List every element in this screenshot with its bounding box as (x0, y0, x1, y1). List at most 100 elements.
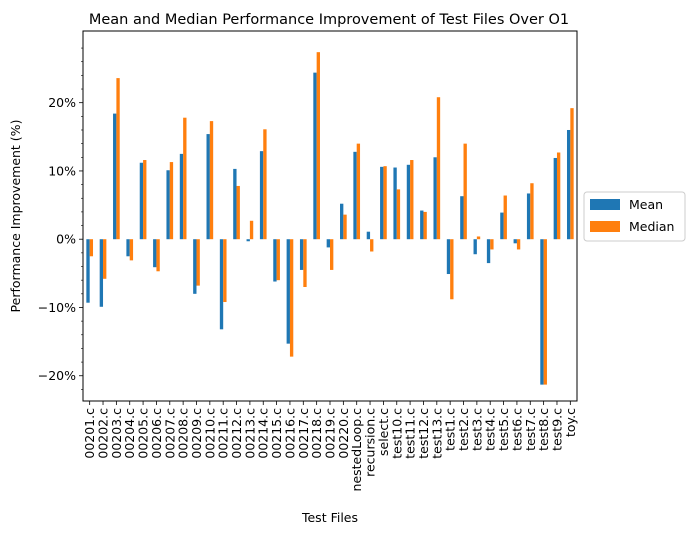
bar-mean-33 (526, 193, 531, 240)
x-axis: 00201.c00202.c00203.c00204.c00205.c00206… (82, 401, 578, 491)
bar-mean-14 (273, 239, 277, 282)
bar-median-17 (316, 52, 320, 240)
bar-median-24 (410, 160, 414, 240)
legend-median-label: Median (629, 219, 674, 234)
bar-mean-12 (246, 239, 250, 242)
bar-median-13 (263, 129, 267, 240)
x-tick-label: 00203.c (109, 408, 124, 459)
bar-mean-5 (153, 239, 157, 268)
legend-median-swatch (590, 221, 620, 232)
x-axis-label: Test Files (301, 510, 358, 525)
x-tick-label: 00217.c (296, 408, 311, 459)
bar-median-15 (289, 239, 294, 357)
bar-median-31 (503, 195, 507, 240)
bar-median-23 (396, 189, 401, 240)
bar-median-27 (450, 239, 454, 300)
x-tick-label: test3.c (469, 408, 484, 451)
bar-median-4 (143, 160, 147, 240)
bar-median-26 (436, 97, 441, 240)
bar-mean-11 (233, 168, 237, 240)
bar-median-1 (103, 239, 107, 279)
bar-median-12 (249, 220, 254, 240)
bar-mean-17 (313, 72, 317, 240)
x-tick-label: select.c (376, 408, 391, 456)
bar-median-32 (516, 239, 521, 250)
bar-mean-25 (420, 210, 424, 240)
y-axis-label: Performance Improvement (%) (8, 120, 23, 313)
bar-median-3 (129, 239, 134, 261)
bar-median-33 (530, 183, 534, 240)
bar-median-28 (463, 143, 467, 240)
bar-median-6 (169, 162, 174, 240)
x-tick-label: 00204.c (122, 408, 137, 459)
legend: Mean Median (583, 191, 686, 242)
x-tick-label: 00216.c (282, 408, 297, 459)
bar-median-8 (196, 239, 200, 286)
x-tick-label: nestedLoop.c (349, 408, 364, 492)
bar-median-0 (89, 239, 94, 257)
bar-mean-13 (259, 151, 264, 240)
bar-median-11 (236, 185, 240, 240)
bar-median-29 (476, 236, 481, 240)
x-tick-label: 00219.c (323, 408, 338, 459)
bar-mean-20 (353, 151, 357, 240)
bar-mean-24 (406, 164, 411, 240)
chart-title: Mean and Median Performance Improvement … (89, 12, 569, 28)
bar-mean-29 (473, 239, 477, 255)
bar-mean-6 (166, 170, 170, 240)
x-tick-label: test6.c (509, 408, 524, 451)
y-tick-label: 0% (56, 232, 76, 247)
x-tick-label: 00213.c (242, 408, 257, 459)
y-tick-label: 10% (48, 163, 76, 178)
x-tick-label: recursion.c (363, 408, 378, 477)
bar-median-36 (570, 108, 574, 240)
x-tick-label: 00214.c (256, 408, 271, 459)
x-tick-label: test7.c (523, 408, 538, 451)
bar-median-34 (543, 239, 547, 385)
bar-median-35 (556, 152, 561, 240)
x-tick-label: test10.c (389, 408, 404, 459)
bar-mean-4 (139, 162, 144, 240)
bar-mean-9 (206, 134, 210, 240)
bar-median-18 (330, 239, 334, 270)
x-tick-label: 00211.c (216, 408, 231, 459)
bar-median-19 (343, 214, 347, 240)
bar-median-20 (356, 143, 361, 240)
bar-median-16 (303, 239, 307, 287)
x-tick-label: 00210.c (202, 408, 217, 459)
bar-mean-0 (86, 239, 90, 303)
x-tick-label: test12.c (416, 408, 431, 459)
x-tick-label: 00212.c (229, 408, 244, 459)
bar-median-30 (490, 239, 494, 250)
bar-mean-19 (340, 203, 344, 240)
bar-mean-28 (460, 196, 464, 240)
y-axis: −20% −10% 0% 10% 20% (38, 47, 83, 390)
x-tick-label: test8.c (536, 408, 551, 451)
x-tick-label: 00220.c (336, 408, 351, 459)
x-tick-label: 00202.c (96, 408, 111, 459)
bar-mean-35 (553, 157, 557, 240)
x-tick-label: 00215.c (269, 408, 284, 459)
bar-mean-2 (113, 113, 117, 240)
bar-mean-36 (566, 129, 571, 240)
y-tick-label: 20% (48, 95, 76, 110)
bar-mean-26 (433, 157, 437, 240)
bar-mean-31 (500, 212, 504, 240)
x-tick-label: test4.c (483, 408, 498, 451)
legend-mean-label: Mean (629, 197, 663, 212)
bar-mean-10 (219, 239, 224, 330)
bar-mean-15 (286, 239, 290, 344)
bar-mean-7 (179, 153, 184, 240)
bar-mean-18 (326, 239, 330, 248)
bar-median-7 (183, 117, 187, 240)
x-tick-label: test11.c (403, 408, 418, 459)
x-tick-label: 00206.c (149, 408, 164, 459)
bars (86, 52, 574, 385)
x-tick-label: 00207.c (162, 408, 177, 459)
bar-mean-23 (393, 167, 397, 240)
bar-mean-1 (99, 239, 104, 307)
bar-median-22 (383, 166, 387, 240)
bar-mean-27 (446, 239, 451, 275)
bar-mean-8 (193, 239, 197, 294)
